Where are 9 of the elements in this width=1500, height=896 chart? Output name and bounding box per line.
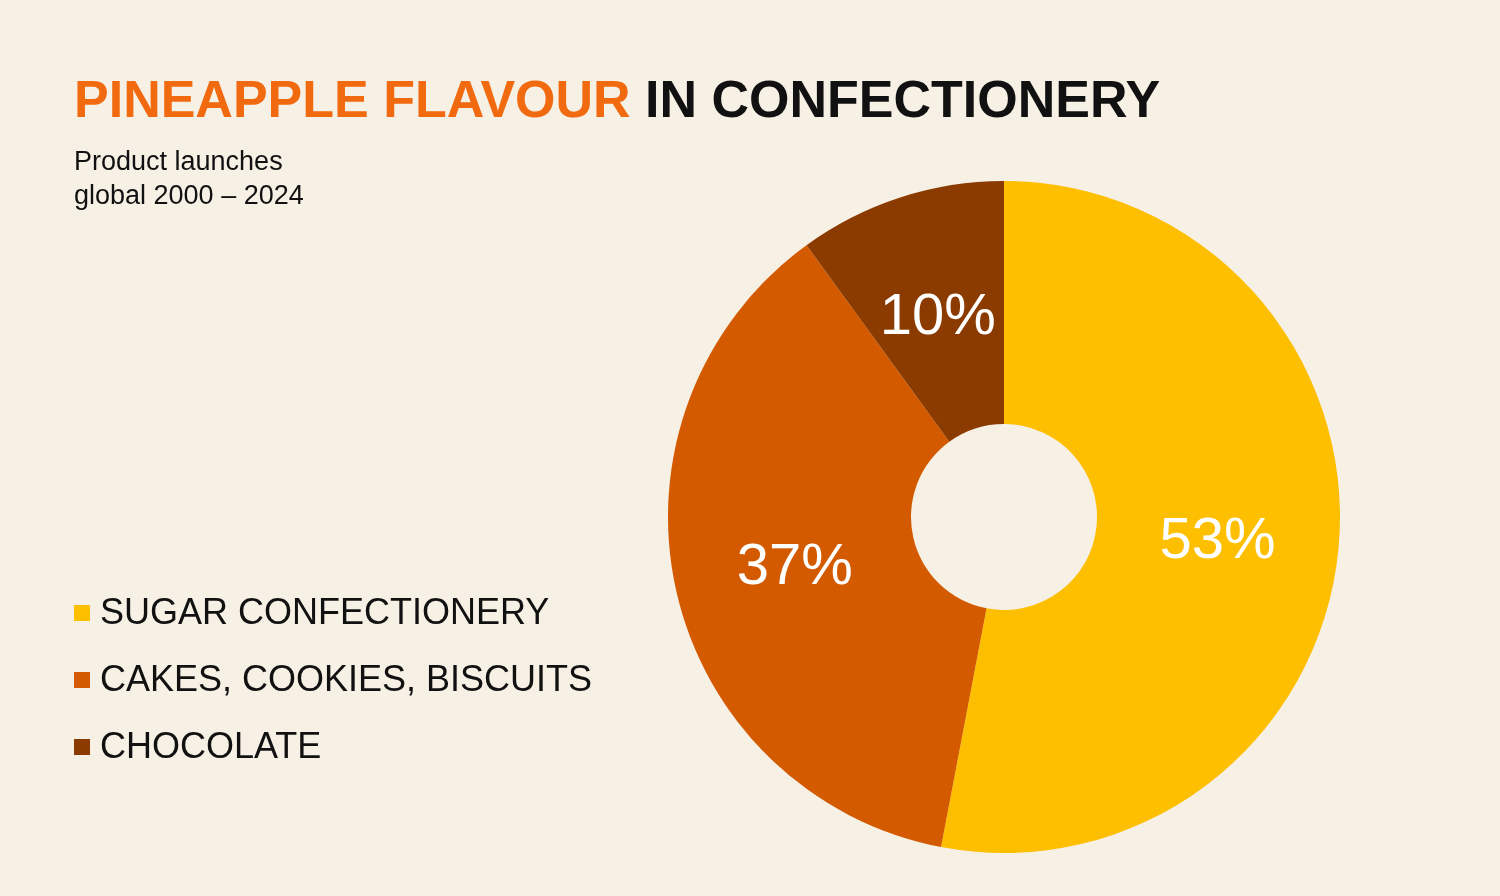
legend-label: CAKES, COOKIES, BISCUITS — [100, 657, 593, 699]
chart-subtitle: Product launches global 2000 – 2024 — [74, 146, 304, 210]
data-label: 53% — [1159, 504, 1276, 570]
data-label: 37% — [736, 531, 853, 597]
donut-slice — [806, 181, 1004, 442]
legend-label: SUGAR CONFECTIONERY — [100, 590, 550, 632]
chart-title: PINEAPPLE FLAVOUR IN CONFECTIONERY — [74, 70, 1161, 128]
legend-label: CHOCOLATE — [100, 724, 322, 766]
data-label: 10% — [879, 280, 996, 346]
